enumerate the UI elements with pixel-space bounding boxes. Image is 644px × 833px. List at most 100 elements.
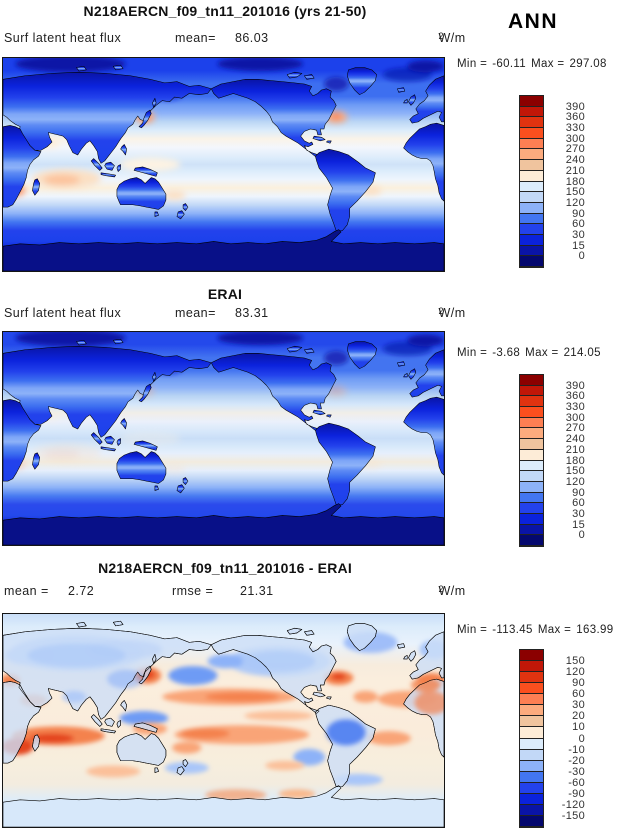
colorbar-segment: [520, 815, 543, 827]
panel1-stat-line: Surf latent heat flux mean= 86.03 W/m 2: [4, 31, 466, 47]
panel1-minmax: Min = -60.11 Max = 297.08: [457, 58, 643, 70]
colorbar-tick: 90: [572, 207, 585, 220]
panel3-minmax: Min = -113.45 Max = 163.99: [457, 624, 643, 636]
reference-map-svg: [3, 332, 444, 545]
panel1-min-label: Min =: [457, 58, 488, 70]
colorbar-tick: 30: [572, 228, 585, 241]
colorbar-segment: [520, 683, 543, 695]
colorbar-segment: [520, 149, 543, 161]
colorbar-tick: 30: [572, 699, 585, 712]
difference-map: [2, 613, 445, 828]
colorbar-segment: [520, 771, 543, 783]
panel1-mean-label: mean=: [175, 31, 216, 45]
colorbar-segment: [520, 513, 543, 525]
colorbar-tick: -60: [568, 776, 585, 789]
colorbar-segment: [520, 256, 543, 267]
colorbar-tick: 150: [565, 655, 585, 668]
colorbar-tick: -150: [561, 809, 585, 822]
colorbar-segment: [520, 738, 543, 750]
colorbar-segment: [520, 672, 543, 684]
colorbar-segment: [520, 661, 543, 673]
colorbar-tick: 20: [572, 710, 585, 723]
colorbar-segment: [520, 694, 543, 706]
panel2-title: ERAI: [207, 286, 243, 302]
colorbar-tick: 60: [572, 688, 585, 701]
colorbar-segment: [520, 181, 543, 193]
panel3-max-label: Max =: [537, 624, 572, 636]
colorbar-segment: [520, 449, 543, 461]
colorbar-tick: 240: [565, 154, 585, 167]
panel1-colorbar: 390 360 330 300 270 240 210 180 150 120 90 60 30 15 0: [519, 95, 585, 268]
colorbar-segment: [520, 407, 543, 418]
panel1-units: W/m 2: [438, 31, 466, 45]
colorbar-segment: [520, 760, 543, 772]
panel3-min-value: -113.45: [492, 624, 533, 636]
colorbar-segment: [520, 492, 543, 504]
colorbar-segment: [520, 396, 543, 408]
colorbar-tick: 270: [565, 422, 585, 435]
reference-map: [2, 331, 445, 546]
colorbar-tick: 60: [572, 218, 585, 231]
colorbar-segment: [520, 192, 543, 203]
panel1-variable-label: Surf latent heat flux: [4, 31, 122, 45]
panel2-stat-line: Surf latent heat flux mean= 83.31 W/m 2: [4, 306, 466, 322]
panel3-max-value: 163.99: [576, 624, 614, 636]
colorbar-segment: [520, 117, 543, 129]
colorbar-segment: [520, 782, 543, 794]
colorbar-segment: [520, 106, 543, 118]
colorbar-tick: -120: [561, 798, 585, 811]
colorbar-tick: 120: [565, 475, 585, 488]
colorbar-tick: 15: [572, 239, 585, 252]
colorbar-segment: [520, 375, 543, 386]
colorbar-segment: [520, 481, 543, 493]
panel3-rmse-value: 21.31: [240, 584, 274, 598]
colorbar-tick: 60: [572, 497, 585, 510]
colorbar-segment: [520, 524, 543, 536]
panel2-max-value: 214.05: [563, 347, 601, 359]
colorbar-segment: [520, 705, 543, 717]
colorbar-tick: 15: [572, 518, 585, 531]
panel1-mean-value: 86.03: [235, 31, 269, 45]
colorbar-segment: [520, 138, 543, 150]
colorbar-segment: [520, 471, 543, 482]
colorbar-segment: [520, 503, 543, 514]
panel3-mean-value: 2.72: [68, 584, 95, 598]
colorbar-tick: 330: [565, 401, 585, 414]
colorbar-tick: 390: [565, 100, 585, 113]
colorbar-tick: 330: [565, 122, 585, 135]
colorbar-tick: -10: [568, 743, 585, 756]
panel2-minmax: Min = -3.68 Max = 214.05: [457, 347, 643, 359]
colorbar-tick: 300: [565, 132, 585, 145]
colorbar-tick: 300: [565, 411, 585, 424]
colorbar-tick: -30: [568, 765, 585, 778]
panel2-colorbar: 390 360 330 300 270 240 210 180 150 120 90 60 30 15 0: [519, 374, 585, 547]
panel3-title: N218AERCN_f09_tn11_201016 - ERAI: [98, 560, 352, 576]
colorbar-tick: 180: [565, 175, 585, 188]
panel3-mean-label: mean =: [4, 584, 49, 598]
colorbar-tick: 390: [565, 379, 585, 392]
colorbar-segment: [520, 417, 543, 429]
panel3-units: W/m 2: [438, 584, 466, 598]
colorbar-tick: 10: [572, 721, 585, 734]
colorbar-segment: [520, 213, 543, 225]
panel2-min-value: -3.68: [492, 347, 521, 359]
colorbar-tick: 150: [565, 186, 585, 199]
panel1-min-value: -60.11: [492, 58, 527, 70]
colorbar-segment: [520, 234, 543, 246]
panel3-stat-line: mean = 2.72 rmse = 21.31 W/m 2: [4, 584, 466, 600]
colorbar-segment: [520, 793, 543, 805]
colorbar-segment: [520, 170, 543, 182]
colorbar-tick: 30: [572, 507, 585, 520]
difference-land-anomalies: [27, 643, 444, 746]
colorbar-segment: [520, 650, 543, 662]
colorbar-tick: 240: [565, 433, 585, 446]
colorbar-tick: 120: [565, 196, 585, 209]
colorbar-segment: [520, 428, 543, 440]
colorbar-segment: [520, 128, 543, 139]
panel2-max-label: Max =: [525, 347, 559, 359]
colorbar-segment: [520, 202, 543, 214]
model-map-svg: [3, 58, 444, 271]
panel2-units: W/m 2: [438, 306, 466, 320]
colorbar-tick: 150: [565, 465, 585, 478]
